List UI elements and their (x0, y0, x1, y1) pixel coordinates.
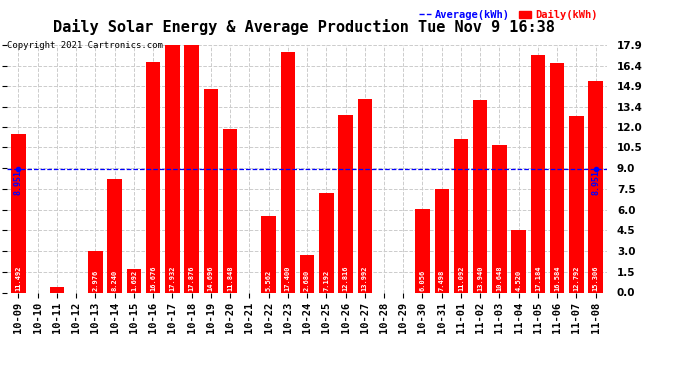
Bar (492, 145, 506, 292)
Bar (415, 209, 430, 292)
Bar (223, 129, 237, 292)
Text: 7.192: 7.192 (324, 270, 329, 291)
Bar (550, 63, 564, 292)
Bar (435, 189, 449, 292)
Bar (11, 134, 26, 292)
Bar (50, 287, 64, 292)
Text: 2.976: 2.976 (92, 270, 99, 291)
Bar (473, 100, 487, 292)
Text: 17.876: 17.876 (188, 266, 195, 291)
Text: 14.696: 14.696 (208, 266, 214, 291)
Bar (204, 89, 218, 292)
Bar (146, 62, 160, 292)
Bar (127, 269, 141, 292)
Bar (511, 230, 526, 292)
Bar (589, 81, 603, 292)
Text: 5.562: 5.562 (266, 270, 272, 291)
Text: 16.584: 16.584 (554, 266, 560, 291)
Text: 8.240: 8.240 (112, 270, 118, 291)
Bar (319, 193, 333, 292)
Text: 8.951: 8.951 (14, 170, 23, 195)
Text: 11.492: 11.492 (15, 266, 21, 291)
Bar (281, 52, 295, 292)
Text: 2.680: 2.680 (304, 270, 310, 291)
Text: 13.992: 13.992 (362, 266, 368, 291)
Bar (357, 99, 372, 292)
Bar (108, 178, 122, 292)
Text: 8.951: 8.951 (591, 170, 600, 195)
Text: 13.940: 13.940 (477, 266, 483, 291)
Bar (454, 139, 469, 292)
Bar (262, 216, 276, 292)
Text: Daily Solar Energy & Average Production Tue Nov 9 16:38: Daily Solar Energy & Average Production … (52, 19, 555, 35)
Text: 7.498: 7.498 (439, 270, 445, 291)
Text: 15.306: 15.306 (593, 266, 599, 291)
Text: 12.816: 12.816 (342, 266, 348, 291)
Text: 4.520: 4.520 (515, 270, 522, 291)
Text: 12.792: 12.792 (573, 266, 580, 291)
Bar (338, 115, 353, 292)
Text: 11.848: 11.848 (227, 266, 233, 291)
Text: 11.092: 11.092 (458, 266, 464, 291)
Text: 10.648: 10.648 (496, 266, 502, 291)
Bar (88, 251, 103, 292)
Bar (184, 45, 199, 292)
Text: 6.056: 6.056 (420, 270, 426, 291)
Bar (165, 45, 179, 292)
Text: 16.676: 16.676 (150, 266, 156, 291)
Bar (531, 55, 545, 292)
Text: 17.932: 17.932 (169, 266, 175, 291)
Bar (569, 116, 584, 292)
Text: Copyright 2021 Cartronics.com: Copyright 2021 Cartronics.com (7, 41, 163, 50)
Bar (300, 255, 314, 292)
Text: 17.400: 17.400 (285, 266, 290, 291)
Text: 17.184: 17.184 (535, 266, 541, 291)
Legend: Average(kWh), Daily(kWh): Average(kWh), Daily(kWh) (415, 6, 602, 24)
Text: 1.692: 1.692 (131, 270, 137, 291)
